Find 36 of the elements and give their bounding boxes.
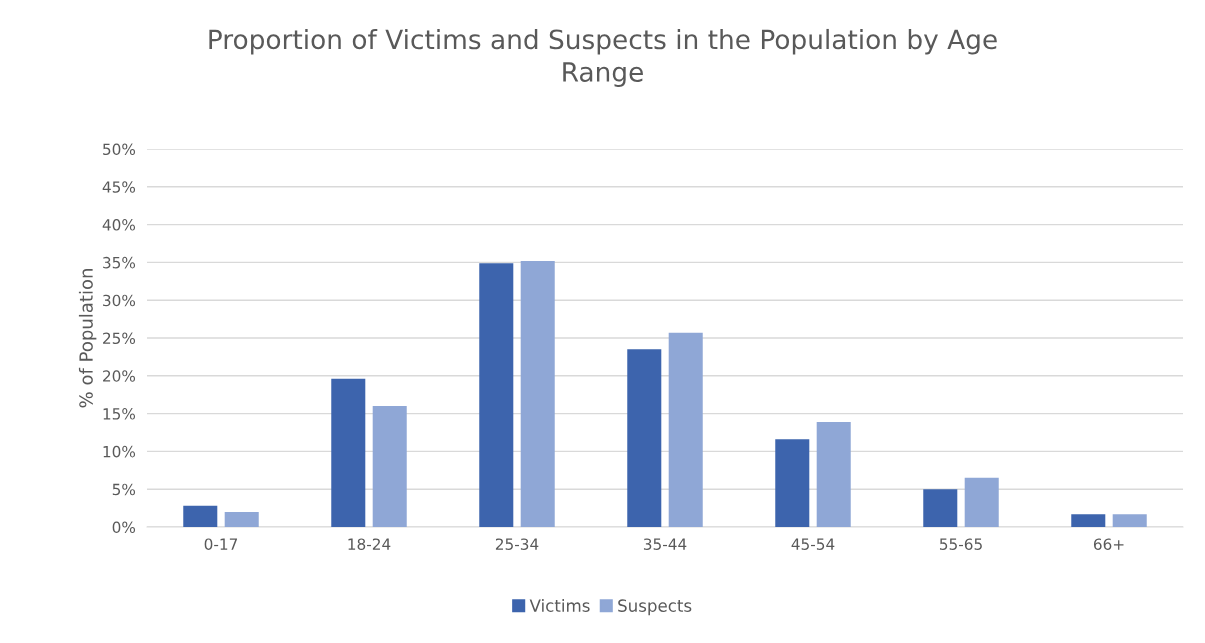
bar [479, 263, 514, 527]
x-tick-label: 66+ [1093, 538, 1124, 550]
y-axis-title: % of Population [78, 269, 97, 408]
y-tick-label: 5% [112, 483, 136, 496]
bar [964, 477, 999, 527]
bar [1112, 514, 1147, 527]
bar [923, 489, 958, 527]
legend-label: Victims [529, 599, 590, 612]
bar [668, 332, 703, 527]
y-tick-label: 20% [103, 370, 136, 382]
bar [520, 260, 555, 527]
y-tick-label: 0% [112, 521, 136, 534]
bar [331, 378, 366, 527]
bar [224, 511, 259, 527]
y-tick-label: 30% [103, 294, 136, 307]
x-tick-label: 0-17 [204, 538, 238, 550]
x-tick-label: 35-44 [643, 538, 687, 550]
y-tick-label: 40% [102, 219, 136, 231]
x-tick-label: 25-34 [495, 538, 539, 550]
y-tick-label: 25% [103, 332, 136, 345]
chart-title: Proportion of Victims and Suspects in the Population by Age Range [209, 28, 997, 88]
bar [627, 349, 662, 527]
bar [1071, 514, 1106, 527]
bar [816, 421, 851, 527]
y-tick-label: 15% [103, 408, 136, 420]
y-tick-label: 50% [103, 143, 136, 156]
x-tick-label: 18-24 [348, 538, 391, 550]
x-tick-label: 45-54 [791, 538, 835, 550]
x-tick-label: 55-65 [939, 538, 982, 550]
y-tick-label: 45% [102, 181, 136, 193]
bar [775, 439, 810, 527]
bar [183, 505, 218, 527]
legend-label: Suspects [618, 599, 692, 616]
bar [372, 406, 407, 527]
y-tick-label: 10% [103, 445, 136, 458]
y-tick-label: 35% [103, 256, 136, 269]
